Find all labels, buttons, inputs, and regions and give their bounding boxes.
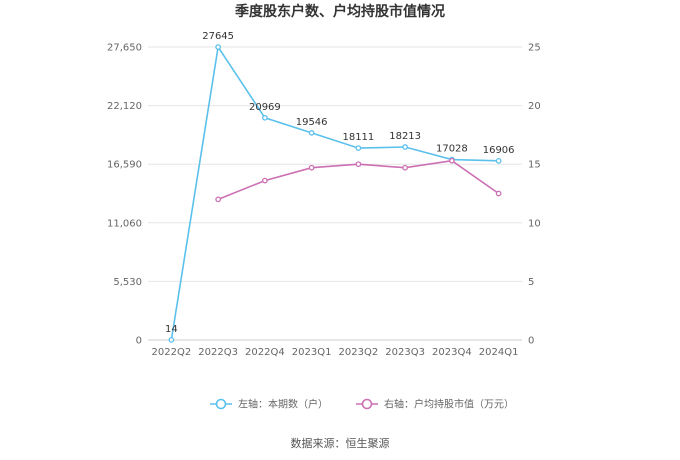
data-point (495, 190, 502, 197)
data-point (308, 164, 315, 171)
data-point (355, 161, 362, 168)
x-axis-tick-label: 2022Q3 (198, 347, 238, 358)
x-axis: 2022Q2 2022Q3 2022Q4 2023Q1 2023Q2 2023Q3 2023… (152, 347, 519, 358)
data-point (402, 144, 408, 150)
legend-label-2: 右轴：户均持股市值（万元） (384, 398, 514, 411)
data-label: 18111 (342, 132, 374, 143)
data-point (215, 44, 221, 50)
series-layer: 14 27645 20969 19546 18111 18213 17028 16906 (165, 31, 515, 343)
x-axis-tick-label: 2023Q1 (292, 347, 332, 358)
left-axis-tick-label: 0 (136, 336, 142, 347)
legend-marker-2 (361, 398, 373, 410)
left-axis: 0 5,530 11,060 16,590 22,120 27,650 (107, 43, 142, 347)
legend-label-1: 左轴：本期数（户） (238, 398, 328, 411)
data-label: 18213 (389, 131, 421, 142)
right-axis: 0 5 10 15 20 25 (528, 43, 541, 347)
data-point (495, 158, 502, 164)
left-axis-tick-label: 16,590 (107, 160, 142, 171)
x-axis-tick-label: 2024Q1 (479, 347, 519, 358)
data-point (262, 177, 268, 184)
grid-lines (148, 46, 522, 341)
left-axis-tick-label: 11,060 (107, 218, 142, 229)
legend-marker-1 (215, 398, 227, 410)
x-axis-tick-label: 2023Q4 (432, 347, 472, 358)
x-axis-tick-label: 2023Q3 (385, 347, 425, 358)
x-axis-tick-label: 2022Q2 (152, 347, 192, 358)
data-point (402, 164, 408, 171)
right-axis-tick-label: 0 (528, 336, 534, 347)
left-axis-tick-label: 5,530 (113, 277, 142, 288)
right-axis-tick-label: 20 (528, 101, 541, 112)
left-axis-tick-label: 27,650 (107, 43, 142, 54)
data-label: 14 (165, 324, 178, 335)
data-point (215, 196, 221, 203)
right-axis-tick-label: 10 (528, 218, 541, 229)
source-note: 数据来源：恒生聚源 (291, 436, 390, 450)
data-point (449, 157, 455, 164)
data-point (308, 130, 315, 136)
legend: 左轴：本期数（户） 右轴：户均持股市值（万元） (210, 398, 514, 411)
data-label: 16906 (483, 145, 515, 156)
data-point (262, 114, 268, 121)
data-label: 27645 (202, 31, 234, 42)
data-label: 19546 (296, 117, 328, 128)
data-label: 17028 (436, 144, 468, 155)
series-line-1 (170, 44, 499, 340)
data-point (168, 337, 175, 343)
x-axis-tick-label: 2023Q2 (339, 347, 379, 358)
chart-title: 季度股东户数、户均持股市值情况 (234, 3, 445, 20)
left-axis-tick-label: 22,120 (107, 101, 142, 112)
data-label: 20969 (249, 102, 281, 113)
right-axis-tick-label: 15 (528, 160, 541, 171)
right-axis-tick-label: 5 (528, 277, 534, 288)
x-axis-tick-label: 2022Q4 (245, 347, 285, 358)
data-point (355, 145, 362, 151)
right-axis-tick-label: 25 (528, 43, 541, 54)
